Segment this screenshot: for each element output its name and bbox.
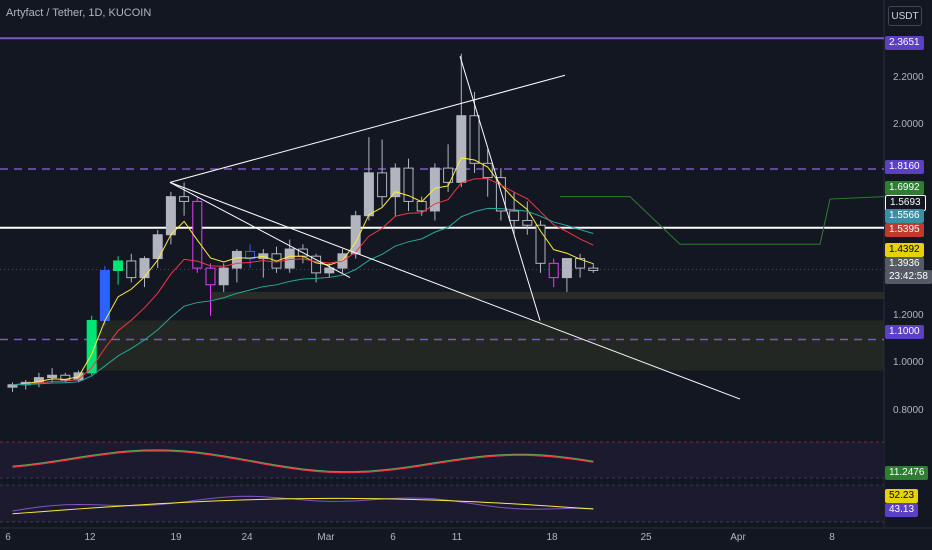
- rsi-ma-line: [12, 497, 594, 515]
- candle-body: [192, 200, 203, 269]
- candle-body: [350, 215, 361, 255]
- price-tick-label: 2.2000: [893, 71, 924, 83]
- ema-mid-line: [12, 178, 594, 386]
- price-badge: 1.4392: [885, 243, 924, 257]
- candle-body: [113, 260, 124, 271]
- candle-body: [324, 267, 335, 274]
- rsi-line: [12, 495, 594, 512]
- stoch-k-line: [12, 449, 594, 473]
- symbol-title: Artyfact / Tether, 1D, KUCOIN: [6, 7, 152, 19]
- candle-body: [86, 319, 97, 374]
- candle-body: [522, 219, 533, 226]
- candle-body: [469, 115, 480, 164]
- price-badge: 1.5395: [885, 223, 924, 237]
- time-axis-label: 11: [451, 532, 463, 543]
- candle-body: [535, 224, 546, 264]
- stoch-rsi-pane: [0, 442, 884, 478]
- price-badge: 23:42:58: [885, 270, 932, 284]
- candle-body: [99, 269, 110, 321]
- price-badge: 2.3651: [885, 36, 924, 50]
- quote-currency-button[interactable]: USDT: [888, 6, 922, 26]
- candle-body: [205, 267, 216, 286]
- trendline: [169, 181, 741, 400]
- time-axis-label: 6: [390, 532, 396, 543]
- candle-body: [311, 255, 322, 274]
- time-axis-label: 18: [546, 532, 558, 543]
- time-axis-label: 19: [170, 532, 182, 543]
- candle-body: [284, 248, 295, 269]
- time-axis-label: 6: [5, 532, 11, 543]
- price-badge: 1.8160: [885, 160, 924, 174]
- candle-body: [231, 250, 242, 269]
- price-tick-label: 0.8000: [893, 404, 924, 416]
- price-badge: 43.13: [885, 503, 919, 517]
- price-badge: 1.1000: [885, 325, 924, 339]
- price-badge: 1.6992: [885, 181, 924, 195]
- price-tick-label: 1.0000: [893, 357, 924, 369]
- candle-body: [139, 258, 150, 279]
- candle-body: [390, 167, 401, 198]
- trendline: [169, 74, 566, 183]
- candle-body: [548, 262, 559, 279]
- candle-body: [456, 115, 467, 183]
- candle-body: [561, 258, 572, 279]
- ema-slow-line: [12, 207, 594, 386]
- candle-body: [47, 374, 58, 379]
- price-badge: 1.5693: [885, 195, 926, 211]
- price-badge: 1.5566: [885, 209, 924, 223]
- time-axis-label: Mar: [317, 532, 335, 543]
- candle-body: [179, 196, 190, 202]
- candle-body: [429, 167, 440, 212]
- price-tick-label: 2.0000: [893, 119, 924, 131]
- candle-body: [218, 267, 229, 286]
- demand-zone: [95, 320, 884, 371]
- candle-body: [575, 258, 586, 269]
- time-axis-label: 12: [84, 532, 96, 543]
- candle-body: [126, 260, 137, 279]
- rsi-pane: [0, 485, 884, 522]
- stoch-d-line: [12, 450, 594, 474]
- ema-fast-line: [12, 157, 594, 386]
- candle-body: [495, 177, 506, 212]
- candle-body: [509, 210, 520, 221]
- price-badge: 52.23: [885, 489, 919, 503]
- candle-body: [416, 200, 427, 212]
- candle-body: [165, 196, 176, 236]
- candle-body: [588, 267, 599, 271]
- time-axis-label: 25: [640, 532, 652, 543]
- trendline: [169, 181, 351, 279]
- price-badge: 11.2476: [885, 466, 929, 480]
- time-axis-label: 24: [241, 532, 253, 543]
- candle-body: [482, 162, 493, 179]
- price-badge: 1.3936: [885, 257, 924, 271]
- trendline: [459, 56, 541, 321]
- time-axis-label: Apr: [730, 532, 746, 543]
- candle-body: [377, 172, 388, 198]
- cloud-projection-line: [560, 196, 885, 245]
- candle-body: [152, 234, 163, 260]
- support-zone: [210, 291, 884, 300]
- price-tick-label: 1.2000: [893, 309, 924, 321]
- time-axis-label: 8: [829, 532, 835, 543]
- candle-body: [363, 172, 374, 217]
- candle-body: [403, 167, 414, 202]
- candle-body: [60, 374, 71, 381]
